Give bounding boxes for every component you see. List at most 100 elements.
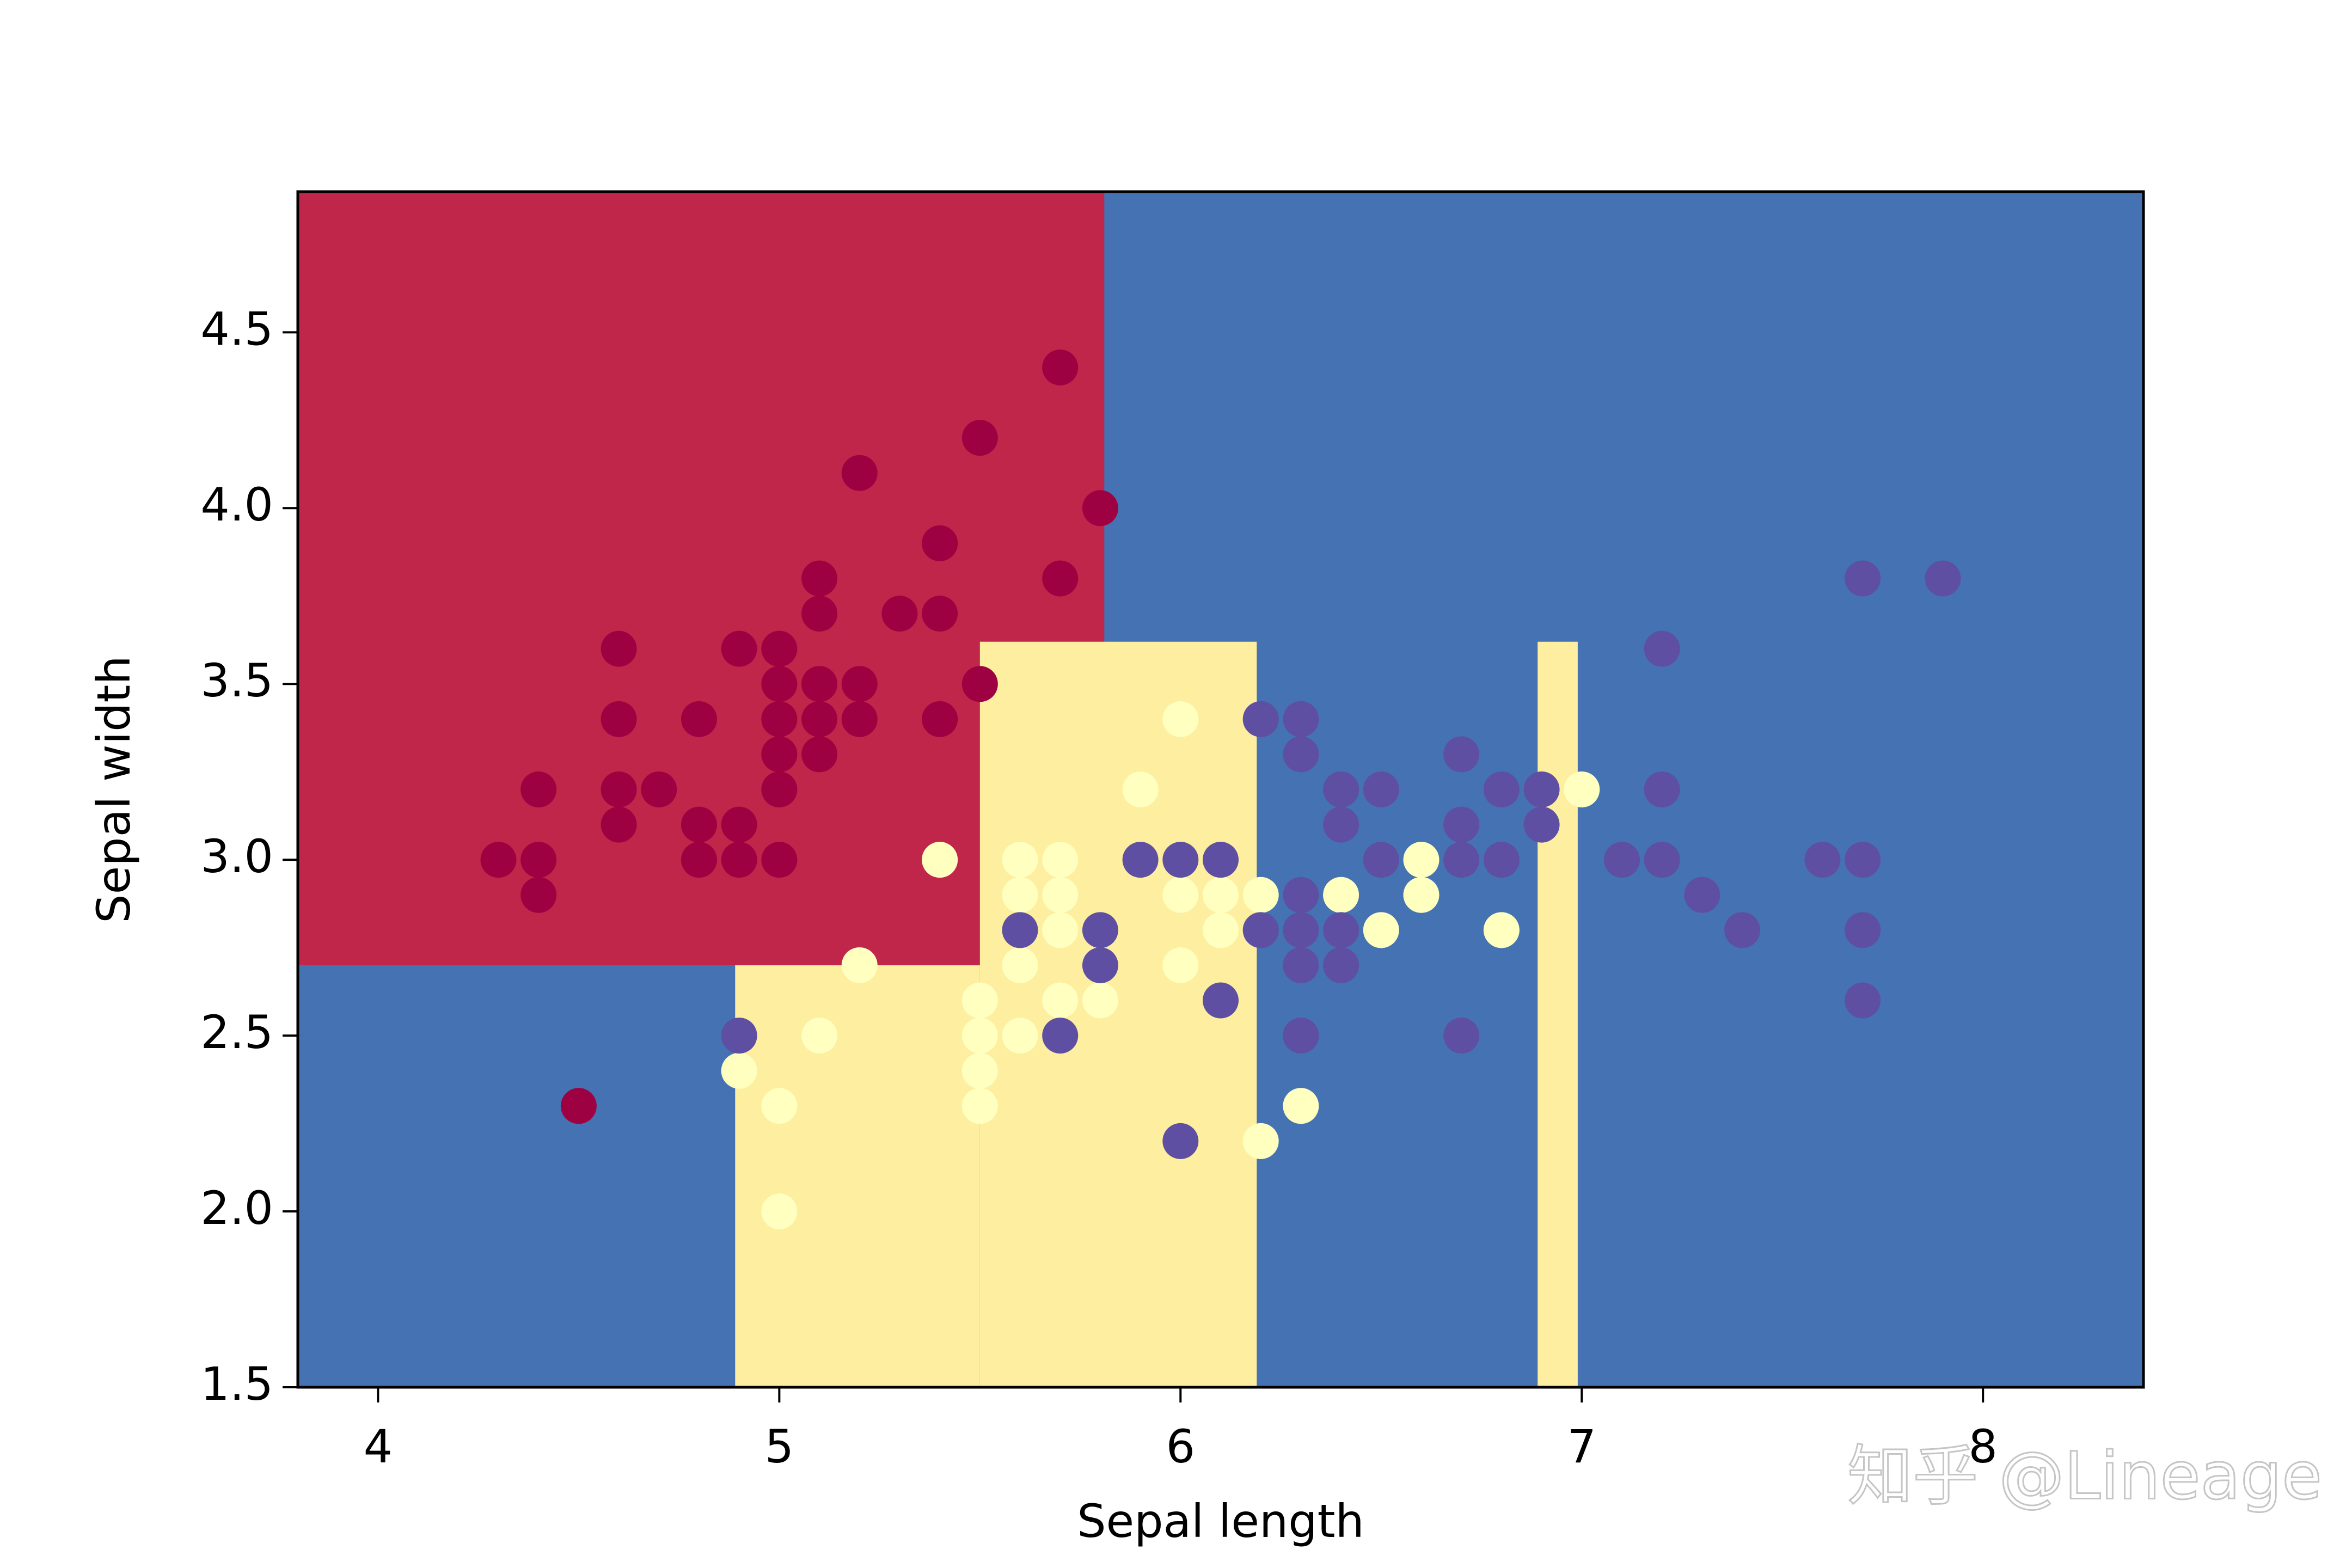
point [961,1018,998,1054]
decision-region [735,965,980,1387]
point [1403,877,1440,913]
point [1042,349,1079,385]
point [520,842,557,878]
point [1283,912,1319,948]
point [1002,842,1038,878]
point [1082,982,1118,1019]
point [520,771,557,807]
point [801,560,838,597]
point [961,420,998,456]
point [601,771,637,807]
point [922,596,958,632]
point [1443,806,1480,843]
point [1042,877,1079,913]
point [1363,842,1399,878]
point [961,1052,998,1089]
point [1724,912,1761,948]
point [601,806,637,843]
point [1564,771,1600,807]
point [1283,1088,1319,1124]
y-tick-label: 3.5 [200,654,273,707]
point [1162,701,1199,737]
point [1042,560,1079,597]
point [1122,842,1159,878]
decision-region [979,192,1105,642]
point [1323,877,1359,913]
point [1403,842,1440,878]
point [681,701,717,737]
point [1042,842,1079,878]
point [761,1193,798,1230]
point [1483,771,1520,807]
point [1845,912,1881,948]
point [761,1088,798,1124]
y-tick-label: 4.0 [200,478,273,531]
point [681,842,717,878]
x-axis-label: Sepal length [1077,1494,1364,1548]
point [801,666,838,702]
point [1203,877,1239,913]
point [1082,490,1118,526]
point [1523,806,1560,843]
point [761,666,798,702]
point [761,736,798,773]
point [961,982,998,1019]
point [1042,912,1079,948]
point [1162,842,1199,878]
point [961,666,998,702]
point [841,666,878,702]
point [761,630,798,667]
point [1644,771,1680,807]
point [1042,1018,1079,1054]
point [1162,877,1199,913]
x-tick-label: 5 [765,1420,794,1473]
decision-region [298,192,980,965]
point [922,842,958,878]
point [1042,982,1079,1019]
point [1684,877,1720,913]
point [1002,947,1038,983]
point [1162,947,1199,983]
point [480,842,517,878]
point [1443,736,1480,773]
y-tick-label: 1.5 [200,1357,273,1411]
y-tick-label: 4.5 [200,302,273,356]
point [601,630,637,667]
point [801,596,838,632]
point [801,701,838,737]
point [681,806,717,843]
point [1242,877,1279,913]
point [801,736,838,773]
x-tick-label: 4 [364,1420,393,1473]
point [1283,947,1319,983]
watermark: 知乎 @Lineage [1847,1439,2322,1515]
point [1283,701,1319,737]
point [761,701,798,737]
point [761,771,798,807]
point [1203,912,1239,948]
point [601,701,637,737]
point [721,1018,757,1054]
point [1804,842,1841,878]
x-tick-label: 8 [1968,1420,1997,1473]
point [520,877,557,913]
point [961,1088,998,1124]
point [1203,982,1239,1019]
point [641,771,677,807]
point [1443,1018,1480,1054]
point [922,701,958,737]
point [721,1052,757,1089]
y-tick-label: 2.5 [200,1006,273,1059]
point [1122,771,1159,807]
decision-region [1538,641,1578,1387]
point [1242,701,1279,737]
point [1283,736,1319,773]
point [1082,912,1118,948]
point [1323,912,1359,948]
point [1483,912,1520,948]
point [841,701,878,737]
point [1323,771,1359,807]
point [1603,842,1640,878]
point [1483,842,1520,878]
